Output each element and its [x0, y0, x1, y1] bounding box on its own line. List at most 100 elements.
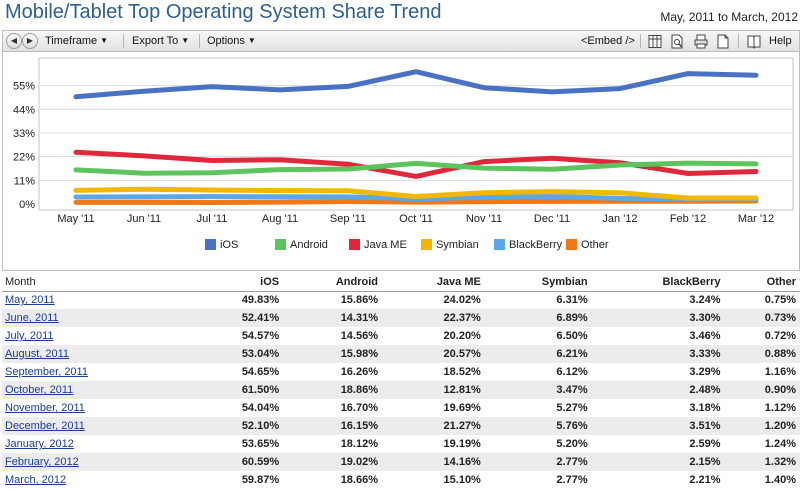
month-link[interactable]: July, 2011 [5, 330, 54, 342]
legend-swatch [275, 239, 286, 250]
month-link[interactable]: February, 2012 [5, 456, 79, 468]
value-cell: 61.50% [194, 381, 284, 399]
value-cell: 2.48% [591, 381, 725, 399]
value-cell: 3.30% [591, 309, 725, 327]
legend-label: BlackBerry [509, 239, 563, 251]
chevron-down-icon: ▼ [247, 36, 256, 45]
y-tick-label: 44% [13, 104, 35, 116]
legend-label: Other [581, 239, 609, 251]
value-cell: 12.81% [382, 381, 485, 399]
timeframe-menu[interactable]: Timeframe ▼ [45, 34, 108, 48]
legend-label: Java ME [364, 239, 407, 251]
month-link[interactable]: September, 2011 [5, 366, 88, 378]
value-cell: 2.21% [689, 474, 721, 486]
month-cell: October, 2011 [2, 381, 195, 399]
value-cell: 6.21% [484, 345, 592, 363]
column-header-android: Android [283, 273, 382, 292]
embed-button[interactable]: <Embed /> [581, 35, 635, 47]
x-tick-label: May '11 [57, 213, 94, 225]
table-row: November, 2011 54.04% 16.70% 19.69% 5.27% 3.1… [2, 399, 800, 417]
month-cell: February, 2012 [2, 453, 195, 471]
month-link[interactable]: May, 2011 [5, 294, 55, 307]
legend-item-blackberry: BlackBerry [494, 239, 563, 251]
value-cell: 19.02% [283, 453, 382, 471]
x-tick-label: Jan '12 [602, 213, 637, 225]
value-cell: 1.16% [764, 366, 796, 378]
column-header-ios: iOS [194, 273, 284, 292]
month-cell: June, 2011 [2, 309, 195, 327]
series-line-symbian [73, 186, 759, 201]
value-cell: 18.52% [443, 366, 481, 378]
value-cell: 20.20% [443, 330, 481, 342]
legend-swatch [205, 239, 216, 250]
table-row: June, 2011 52.41% 14.31% 22.37% 6.89% 3.30% 0.… [2, 309, 800, 327]
value-cell: 0.88% [724, 345, 800, 363]
month-link[interactable]: January, 2012 [5, 438, 74, 450]
month-cell: May, 2011 [2, 291, 195, 309]
legend-label: Symbian [436, 239, 479, 251]
month-link[interactable]: June, 2011 [5, 312, 59, 324]
print-preview-icon[interactable] [670, 34, 684, 49]
value-cell: 1.24% [764, 438, 796, 450]
value-cell: 19.19% [443, 438, 481, 450]
plot-area [38, 57, 794, 211]
value-cell: 5.76% [484, 417, 592, 435]
date-range: May, 2011 to March, 2012 [660, 10, 798, 24]
month-link[interactable]: August, 2011 [5, 348, 70, 360]
value-cell: 5.27% [556, 402, 588, 414]
y-tick-label: 55% [13, 81, 35, 93]
month-cell: November, 2011 [2, 399, 195, 417]
value-cell: 14.31% [283, 309, 382, 327]
chevron-down-icon: ▼ [100, 36, 109, 45]
y-tick-label: 11% [14, 175, 35, 187]
value-cell: 18.12% [340, 438, 378, 450]
print-icon[interactable] [694, 34, 708, 49]
value-cell: 6.31% [556, 294, 588, 307]
table-view-icon[interactable] [648, 34, 662, 49]
value-cell: 2.77% [484, 453, 592, 471]
column-header-blackberry: BlackBerry [591, 273, 725, 292]
export-label: Export To [132, 35, 179, 47]
options-menu[interactable]: Options ▼ [207, 34, 256, 48]
value-cell: 0.72% [764, 330, 796, 342]
value-cell: 15.86% [340, 294, 378, 307]
legend-item-other: Other [566, 239, 609, 251]
export-menu[interactable]: Export To ▼ [132, 34, 189, 48]
legend-item-java-me: Java ME [349, 239, 407, 251]
month-cell: July, 2011 [2, 327, 195, 345]
document-icon[interactable] [716, 34, 730, 49]
value-cell: 14.56% [340, 330, 378, 342]
value-cell: 6.89% [484, 309, 592, 327]
x-tick-label: Jul '11 [197, 213, 228, 225]
table-row: March, 2012 59.87% 18.66% 15.10% 2.77% 2.21% 1… [2, 471, 800, 489]
line-chart: 0% 11% 22% 33% 44% 55% May '11 Jun '11 Jul '11 Au… [13, 57, 794, 251]
value-cell: 54.65% [241, 366, 280, 378]
help-button[interactable]: Help [769, 35, 792, 47]
y-tick-label: 0% [19, 199, 35, 211]
value-cell: 22.37% [382, 309, 485, 327]
month-link[interactable]: November, 2011 [5, 402, 85, 414]
value-cell: 18.66% [340, 474, 378, 486]
legend-swatch [494, 239, 505, 250]
column-header-month: Month [2, 273, 195, 292]
month-cell: December, 2011 [2, 417, 195, 435]
y-tick-label: 33% [13, 128, 35, 140]
nav-back-icon[interactable]: ◀ [6, 33, 22, 49]
value-cell: 0.90% [724, 381, 800, 399]
x-tick-label: Nov '11 [466, 213, 502, 225]
value-cell: 15.98% [283, 345, 382, 363]
month-link[interactable]: October, 2011 [5, 384, 74, 396]
value-cell: 19.69% [443, 402, 481, 414]
help-icon[interactable] [747, 34, 761, 49]
nav-forward-icon[interactable]: ▶ [22, 33, 38, 49]
month-link[interactable]: December, 2011 [5, 420, 85, 432]
value-cell: 21.27% [382, 417, 485, 435]
month-link[interactable]: March, 2012 [5, 474, 67, 486]
value-cell: 18.86% [283, 381, 382, 399]
value-cell: 0.73% [724, 309, 800, 327]
value-cell: 15.10% [443, 474, 481, 486]
data-table: Month iOS Android Java ME Symbian BlackBerry O… [2, 273, 800, 489]
value-cell: 14.16% [382, 453, 485, 471]
legend-item-ios: iOS [205, 239, 238, 251]
month-cell: August, 2011 [2, 345, 195, 363]
